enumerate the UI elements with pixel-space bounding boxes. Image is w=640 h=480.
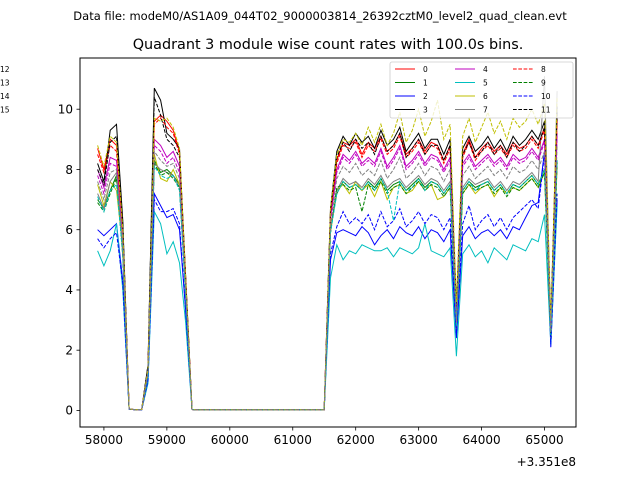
legend-label-14: 14: [0, 92, 10, 101]
legend-frame: [389, 61, 574, 119]
legend-label-7: 7: [483, 105, 488, 114]
x-axis-offset-label: +3.351e8: [517, 455, 576, 469]
legend-label-9: 9: [541, 78, 546, 87]
y-tick-label: 2: [65, 343, 73, 357]
legend-label-12: 12: [0, 65, 10, 74]
legend-label-3: 3: [423, 105, 428, 114]
chart-supertitle: Data file: modeM0/AS1A09_044T02_90000038…: [73, 9, 567, 23]
legend-label-0: 0: [423, 65, 428, 74]
y-tick-label: 4: [65, 283, 73, 297]
y-tick-label: 6: [65, 223, 73, 237]
x-tick-label: 58000: [85, 433, 123, 447]
y-tick-label: 0: [65, 404, 73, 418]
x-tick-label: 60000: [211, 433, 249, 447]
series-line-15: [97, 145, 558, 411]
legend-label-13: 13: [0, 78, 10, 87]
y-tick-label: 8: [65, 163, 73, 177]
x-tick-label: 62000: [337, 433, 375, 447]
x-tick-label: 59000: [148, 433, 186, 447]
x-axis: 58000 59000 60000 61000 62000 63000 64000 65000: [85, 427, 564, 447]
plot-lines: [97, 76, 558, 411]
legend-label-10: 10: [541, 92, 551, 101]
y-tick-label: 10: [58, 103, 73, 117]
legend-label-1: 1: [423, 78, 428, 87]
legend-label-6: 6: [483, 92, 488, 101]
legend-label-4: 4: [483, 65, 488, 74]
x-tick-label: 64000: [462, 433, 500, 447]
legend-label-15: 15: [0, 105, 10, 114]
x-tick-label: 61000: [274, 433, 312, 447]
x-tick-label: 63000: [400, 433, 438, 447]
chart-title: Quadrant 3 module wise count rates with …: [133, 37, 524, 53]
legend-label-8: 8: [541, 65, 546, 74]
y-axis: 0 2 4 6 8 10: [58, 103, 80, 418]
x-tick-label: 65000: [525, 433, 563, 447]
legend-label-11: 11: [541, 105, 551, 114]
legend-label-5: 5: [483, 78, 488, 87]
plot-area-frame: [79, 57, 577, 428]
legend-label-2: 2: [423, 92, 428, 101]
